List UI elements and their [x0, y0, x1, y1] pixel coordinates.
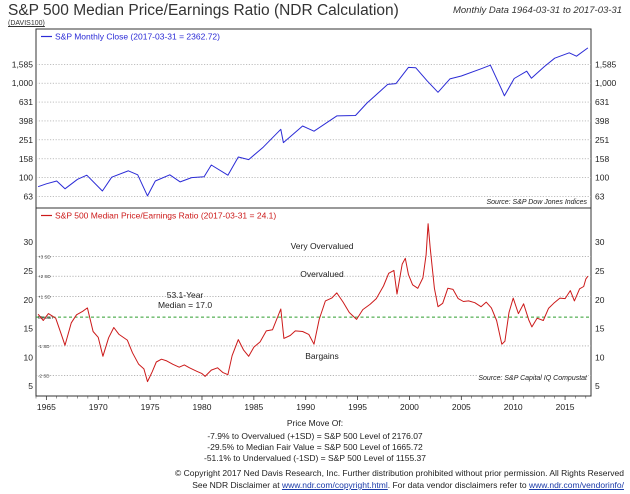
- price-move-median: -29.5% to Median Fair Value = S&P 500 Le…: [207, 442, 423, 452]
- bottom-source-box: [478, 372, 588, 382]
- top-ytick-left: 1,000: [12, 78, 34, 88]
- vendor-info-link[interactable]: www.ndr.com/vendorinfo/: [529, 480, 624, 490]
- chart-title: S&P 500 Median Price/Earnings Ratio (NDR…: [8, 2, 399, 19]
- median-label-line2: Median = 17.0: [158, 300, 212, 310]
- bottom-ytick-left: 15: [24, 324, 34, 334]
- top-ytick-right: 100: [595, 173, 609, 183]
- sp500-line-group: [37, 47, 589, 197]
- top-ytick-left: 63: [24, 192, 34, 202]
- sd-level-label: +3 SD: [38, 255, 51, 260]
- price-move-undervalued: -51.1% to Undervalued (-1SD) = S&P 500 L…: [203, 453, 426, 463]
- bargains-label: Bargains: [305, 351, 339, 361]
- xtick-label: 2010: [504, 402, 523, 412]
- x-axis: 1965 1970 1975 1980 1985 1990 1995 2000 2005 2010…: [35, 396, 587, 412]
- sd-level-label: +2 SD: [38, 274, 51, 279]
- series-code: (DAVIS100): [8, 20, 45, 27]
- copyright-notice: © Copyright 2017 Ned Davis Research, Inc…: [175, 468, 624, 478]
- top-legend-text: S&P Monthly Close (2017-03-31 = 2362.72): [55, 32, 220, 42]
- xtick-label: 1990: [296, 402, 315, 412]
- top-ytick-right: 63: [595, 192, 605, 202]
- xtick-label: 2000: [400, 402, 419, 412]
- overvalued-label: Overvalued: [300, 269, 344, 279]
- xtick-label: 1985: [244, 402, 263, 412]
- bottom-source-label: Source: S&P Capital IQ Compustat: [478, 375, 588, 382]
- top-ytick-right: 251: [595, 135, 609, 145]
- bottom-ytick-left: 10: [24, 352, 34, 362]
- disclaimer-mid: . For data vendor disclaimers refer to: [387, 480, 530, 490]
- bottom-ytick-left: 20: [24, 295, 34, 305]
- xtick-label: 2015: [556, 402, 575, 412]
- bottom-legend-box: [38, 210, 274, 221]
- very-overvalued-label: Very Overvalued: [291, 241, 354, 251]
- top-ytick-right: 1,000: [595, 78, 617, 88]
- top-ytick-right: 158: [595, 154, 609, 164]
- top-ytick-left: 398: [19, 116, 33, 126]
- sp500-line: [37, 47, 589, 197]
- top-ytick-left: 158: [19, 154, 33, 164]
- disclaimer-line: See NDR Disclaimer at www.ndr.com/copyri…: [192, 480, 624, 490]
- plot-frame: [35, 28, 592, 397]
- bottom-ytick-left: 5: [28, 381, 33, 391]
- top-ytick-left: 1,585: [12, 59, 34, 69]
- top-panel-grid: [36, 63, 591, 197]
- top-source-label: Source: S&P Dow Jones Indices: [486, 199, 587, 206]
- top-ytick-left: 631: [19, 97, 33, 107]
- bottom-ytick-left: 30: [24, 237, 34, 247]
- median-label-line1: 53.1-Year: [167, 290, 204, 300]
- bottom-ytick-left: 25: [24, 266, 34, 276]
- xtick-label: 1975: [141, 402, 160, 412]
- xtick-label: 1995: [348, 402, 367, 412]
- bottom-legend-text: S&P 500 Median Price/Earnings Ratio (201…: [55, 211, 276, 221]
- xtick-label: 1970: [89, 402, 108, 412]
- bottom-ytick-right: 30: [595, 237, 605, 247]
- price-move-overvalued: -7.9% to Overvalued (+1SD) = S&P 500 Lev…: [207, 431, 423, 441]
- top-ytick-right: 398: [595, 116, 609, 126]
- xtick-label: 1980: [193, 402, 212, 412]
- sd-level-label: -2 SD: [38, 373, 50, 378]
- sd-level-label: -1 SD: [38, 344, 50, 349]
- bottom-ytick-right: 20: [595, 295, 605, 305]
- top-ytick-left: 100: [19, 173, 33, 183]
- top-legend-box: [38, 31, 238, 42]
- bottom-ytick-right: 5: [595, 381, 600, 391]
- top-ytick-right: 631: [595, 97, 609, 107]
- disclaimer-prefix: See NDR Disclaimer at: [192, 480, 282, 490]
- top-ytick-right: 1,585: [595, 59, 617, 69]
- xtick-label: 1965: [37, 402, 56, 412]
- top-ytick-left: 251: [19, 135, 33, 145]
- pe-ratio-line-group: [37, 223, 589, 383]
- bottom-ytick-right: 15: [595, 324, 605, 334]
- xtick-label: 2005: [452, 402, 471, 412]
- top-panel-axis: 1,585 1,585 1,000 1,000 631 631 398 398 251 251 15…: [12, 59, 617, 201]
- date-range-label: Monthly Data 1964-03-31 to 2017-03-31: [452, 5, 622, 16]
- pe-ratio-line: [37, 223, 589, 383]
- copyright-link[interactable]: www.ndr.com/copyright.html: [281, 480, 388, 490]
- sd-level-label: +1 SD: [38, 294, 51, 299]
- bottom-ytick-right: 10: [595, 352, 605, 362]
- bottom-ytick-right: 25: [595, 266, 605, 276]
- price-move-title: Price Move Of:: [286, 418, 344, 428]
